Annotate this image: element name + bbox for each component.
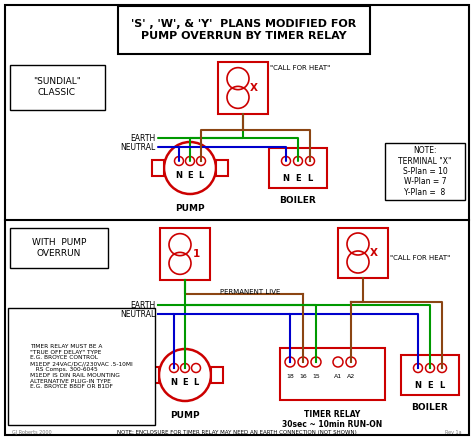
Text: 'S' , 'W', & 'Y'  PLANS MODIFIED FOR
PUMP OVERRUN BY TIMER RELAY: 'S' , 'W', & 'Y' PLANS MODIFIED FOR PUMP… <box>131 19 356 41</box>
FancyBboxPatch shape <box>211 367 223 383</box>
Text: 18: 18 <box>286 374 294 378</box>
Text: N: N <box>175 171 182 180</box>
Text: EARTH: EARTH <box>131 133 156 143</box>
FancyBboxPatch shape <box>269 148 327 188</box>
Text: TIMER RELAY
30sec ~ 10min RUN-ON: TIMER RELAY 30sec ~ 10min RUN-ON <box>283 410 383 429</box>
FancyBboxPatch shape <box>216 160 228 176</box>
Text: NEUTRAL: NEUTRAL <box>121 309 156 319</box>
Text: 16: 16 <box>299 374 307 378</box>
Text: "CALL FOR HEAT": "CALL FOR HEAT" <box>390 255 450 261</box>
Text: PUMP: PUMP <box>170 411 200 420</box>
FancyBboxPatch shape <box>401 355 459 395</box>
Text: X: X <box>250 83 258 93</box>
Text: N: N <box>283 173 290 183</box>
FancyBboxPatch shape <box>385 143 465 200</box>
Text: A2: A2 <box>347 374 355 378</box>
FancyBboxPatch shape <box>338 228 388 278</box>
FancyBboxPatch shape <box>160 228 210 280</box>
Text: 15: 15 <box>312 374 320 378</box>
Text: PERMANENT LIVE: PERMANENT LIVE <box>220 289 280 295</box>
Text: E: E <box>182 378 188 386</box>
FancyBboxPatch shape <box>8 308 155 425</box>
FancyBboxPatch shape <box>10 228 108 268</box>
Text: "SUNDIAL"
CLASSIC: "SUNDIAL" CLASSIC <box>33 77 81 97</box>
FancyBboxPatch shape <box>152 160 164 176</box>
Text: L: L <box>439 381 445 389</box>
Text: L: L <box>307 173 313 183</box>
Text: N: N <box>414 381 421 389</box>
Text: A1: A1 <box>334 374 342 378</box>
FancyBboxPatch shape <box>5 5 469 435</box>
Text: X: X <box>370 248 378 258</box>
FancyBboxPatch shape <box>118 6 370 54</box>
Text: E: E <box>427 381 433 389</box>
Text: E: E <box>295 173 301 183</box>
Text: L: L <box>199 171 204 180</box>
Text: Rev 1a: Rev 1a <box>446 429 462 435</box>
FancyBboxPatch shape <box>280 348 385 400</box>
Text: E: E <box>187 171 193 180</box>
Text: N: N <box>171 378 177 386</box>
Text: "CALL FOR HEAT": "CALL FOR HEAT" <box>270 65 330 71</box>
Text: NOTE: ENCLOSURE FOR TIMER RELAY MAY NEED AN EARTH CONNECTION (NOT SHOWN): NOTE: ENCLOSURE FOR TIMER RELAY MAY NEED… <box>117 429 357 435</box>
Text: 1: 1 <box>192 249 200 259</box>
FancyBboxPatch shape <box>147 367 159 383</box>
Text: EARTH: EARTH <box>131 301 156 309</box>
Text: GJ Roberts 2000: GJ Roberts 2000 <box>12 429 52 435</box>
Text: NOTE:
TERMINAL "X"
S-Plan = 10
W-Plan = 7
Y-Plan =  8: NOTE: TERMINAL "X" S-Plan = 10 W-Plan = … <box>398 146 452 197</box>
Text: PUMP: PUMP <box>175 204 205 213</box>
Text: BOILER: BOILER <box>280 196 316 205</box>
Text: L: L <box>193 378 199 386</box>
FancyBboxPatch shape <box>218 62 268 114</box>
Text: BOILER: BOILER <box>411 403 448 412</box>
Text: NEUTRAL: NEUTRAL <box>121 143 156 151</box>
Text: TIMER RELAY MUST BE A
"TRUE OFF DELAY" TYPE
E.G. BROYCE CONTROL
M1EDF 24VAC/DC//: TIMER RELAY MUST BE A "TRUE OFF DELAY" T… <box>29 344 132 389</box>
Text: WITH  PUMP
OVERRUN: WITH PUMP OVERRUN <box>32 238 86 258</box>
FancyBboxPatch shape <box>10 65 105 110</box>
